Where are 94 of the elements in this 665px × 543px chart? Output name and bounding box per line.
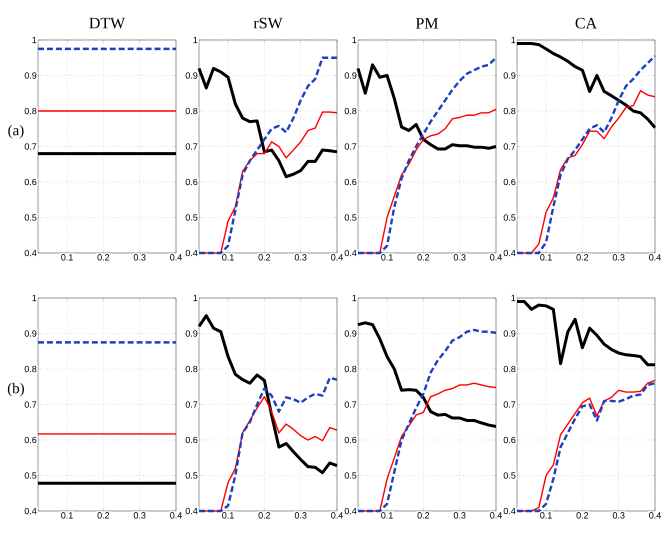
x-tick-label: 0.2 — [417, 512, 430, 519]
y-tick-label: 0.5 — [344, 214, 356, 221]
y-tick-label: 0.6 — [504, 436, 516, 444]
x-tick-label: 0.1 — [540, 512, 552, 519]
x-tick-label: 0.2 — [97, 512, 110, 519]
y-tick-label: 0.9 — [186, 72, 198, 79]
x-tick-label: 0.3 — [454, 512, 466, 519]
y-tick-label: 0.6 — [24, 436, 36, 444]
x-tick-label: 0.1 — [222, 512, 234, 519]
y-tick-label: 0.6 — [186, 436, 198, 444]
y-tick-label: 1 — [512, 294, 516, 302]
y-tick-label: 0.7 — [344, 401, 356, 408]
y-tick-label: 0.6 — [344, 436, 356, 444]
y-tick-label: 0.6 — [504, 178, 516, 186]
x-tick-label: 0.4 — [649, 254, 661, 261]
y-tick-label: 1 — [194, 294, 198, 302]
x-tick-label: 0.2 — [417, 254, 430, 261]
y-tick-label: 0.9 — [186, 330, 198, 337]
y-tick-label: 0.8 — [344, 366, 356, 372]
y-tick-label: 1 — [32, 294, 36, 302]
y-tick-label: 1 — [352, 36, 356, 44]
chart-title: PM — [416, 18, 438, 29]
y-tick-label: 1 — [194, 36, 198, 44]
y-tick-label: 0.7 — [186, 401, 198, 408]
y-tick-label: 0.5 — [186, 472, 198, 479]
x-tick-label: 0.3 — [294, 254, 307, 261]
y-tick-label: 0.7 — [344, 143, 356, 150]
y-tick-label: 0.5 — [186, 214, 198, 221]
y-tick-label: 0.5 — [24, 214, 36, 221]
y-tick-label: 0.9 — [24, 72, 36, 79]
y-tick-label: 0.8 — [186, 108, 198, 114]
y-tick-label: 0.4 — [24, 508, 37, 514]
x-tick-label: 0.3 — [134, 254, 146, 261]
x-tick-label: 0.4 — [649, 512, 661, 519]
y-tick-label: 0.8 — [504, 108, 516, 114]
y-tick-label: 0.5 — [504, 214, 516, 221]
x-tick-label: 0.2 — [258, 512, 270, 519]
y-tick-label: 0.4 — [504, 250, 516, 256]
y-tick-label: 1 — [352, 294, 356, 302]
y-tick-label: 0.9 — [344, 330, 356, 337]
y-tick-label: 1 — [32, 36, 36, 44]
y-tick-label: 0.9 — [504, 330, 516, 337]
x-tick-label: 0.1 — [540, 254, 552, 261]
y-tick-label: 0.6 — [344, 178, 356, 186]
x-tick-label: 0.2 — [97, 254, 110, 261]
y-tick-label: 0.7 — [24, 143, 36, 150]
y-tick-label: 0.5 — [504, 472, 516, 479]
y-tick-label: 0.6 — [186, 178, 198, 186]
y-tick-label: 0.4 — [24, 250, 37, 256]
x-tick-label: 0.1 — [381, 254, 393, 261]
y-tick-label: 0.4 — [186, 508, 198, 514]
y-tick-label: 0.9 — [504, 72, 516, 79]
x-tick-label: 0.1 — [381, 512, 393, 519]
y-tick-label: 0.6 — [24, 178, 36, 186]
text: (a) — [8, 124, 24, 138]
x-tick-label: 0.1 — [222, 254, 234, 261]
x-tick-label: 0.4 — [170, 512, 182, 519]
y-tick-label: 0.4 — [504, 508, 516, 514]
x-tick-label: 0.4 — [331, 254, 343, 261]
y-tick-label: 0.7 — [504, 401, 516, 408]
x-tick-label: 0.3 — [612, 512, 625, 519]
y-tick-label: 0.7 — [24, 401, 36, 408]
y-tick-label: 0.8 — [344, 108, 356, 114]
y-tick-label: 0.5 — [344, 472, 356, 479]
x-tick-label: 0.1 — [61, 512, 73, 519]
x-tick-label: 0.3 — [612, 254, 625, 261]
x-tick-label: 0.2 — [258, 254, 270, 261]
chart-title: DTW — [89, 18, 126, 28]
y-tick-label: 0.5 — [24, 472, 36, 479]
x-tick-label: 0.3 — [454, 254, 466, 261]
y-tick-label: 0.4 — [344, 508, 357, 514]
x-tick-label: 0.2 — [576, 254, 588, 261]
x-tick-label: 0.3 — [134, 512, 146, 519]
x-tick-label: 0.4 — [490, 512, 502, 519]
x-tick-label: 0.2 — [576, 512, 588, 519]
chart-title: rSW — [254, 18, 283, 28]
y-tick-label: 0.8 — [504, 366, 516, 372]
chart-title: CA — [576, 18, 597, 29]
y-tick-label: 0.8 — [24, 108, 36, 114]
x-tick-label: 0.1 — [61, 254, 73, 261]
y-tick-label: 0.7 — [186, 143, 198, 150]
x-tick-label: 0.4 — [490, 254, 502, 261]
x-tick-label: 0.4 — [170, 254, 182, 261]
y-tick-label: 0.7 — [504, 143, 516, 150]
y-tick-label: 0.4 — [186, 250, 198, 256]
y-tick-label: 0.4 — [344, 250, 357, 256]
x-tick-label: 0.3 — [294, 512, 307, 519]
y-tick-label: 0.8 — [24, 366, 36, 372]
y-tick-label: 0.9 — [24, 330, 36, 337]
y-tick-label: 0.8 — [186, 366, 198, 372]
text: (b) — [8, 382, 24, 396]
y-tick-label: 0.9 — [344, 72, 356, 79]
x-tick-label: 0.4 — [331, 512, 343, 519]
y-tick-label: 1 — [512, 36, 516, 44]
